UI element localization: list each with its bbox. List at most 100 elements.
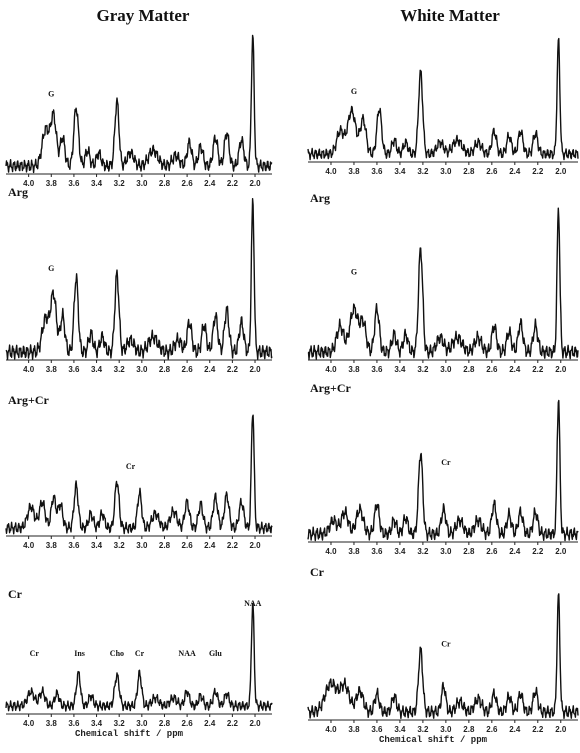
- x-tick-label: 3.2: [417, 365, 429, 374]
- panels: 4.0 3.8 3.6 3.4 3.2 3.0 2.8 2.6 2.4 2.2 2.0 G 4.0 3.8…: [5, 34, 579, 745]
- x-tick-label: 2.6: [182, 365, 194, 374]
- x-tick-label: 3.2: [114, 541, 126, 550]
- x-tick-label: 3.4: [91, 719, 103, 728]
- x-tick-label: 2.0: [249, 179, 261, 188]
- x-tick-label: 2.0: [555, 365, 567, 374]
- x-tick-label: 2.8: [159, 541, 171, 550]
- peak-label: Cr: [441, 458, 451, 467]
- x-tick-label: 3.8: [46, 179, 58, 188]
- x-tick-label: 2.2: [532, 167, 544, 176]
- x-tick-label: 2.0: [555, 167, 567, 176]
- x-tick-label: 3.4: [394, 365, 406, 374]
- x-tick-label: 2.2: [227, 719, 239, 728]
- white-3-panel: 4.0 3.8 3.6 3.4 3.2 3.0 2.8 2.6 2.4 2.2 2.0 Arg+Cr C…: [307, 381, 579, 556]
- x-tick-label: 3.4: [91, 365, 103, 374]
- row-label: Arg+Cr: [310, 381, 351, 395]
- x-tick-label: 3.6: [371, 547, 383, 556]
- x-tick-label: 3.0: [440, 365, 452, 374]
- x-tick-label: 2.8: [159, 719, 171, 728]
- x-tick-label: 3.8: [348, 547, 360, 556]
- x-axis-title: Chemical shift / ppm: [75, 729, 184, 739]
- spectrum-trace: [5, 602, 273, 712]
- x-tick-label: 2.4: [204, 541, 216, 550]
- gray-1-panel: 4.0 3.8 3.6 3.4 3.2 3.0 2.8 2.6 2.4 2.2 2.0 G: [5, 34, 273, 188]
- x-tick-label: 3.4: [91, 541, 103, 550]
- gray-4-panel: 4.0 3.8 3.6 3.4 3.2 3.0 2.8 2.6 2.4 2.2 2.0 Cr Chemi…: [5, 587, 273, 739]
- x-tick-label: 2.6: [182, 541, 194, 550]
- x-tick-label: 3.2: [114, 719, 126, 728]
- x-tick-label: 2.4: [509, 365, 521, 374]
- x-tick-label: 3.0: [136, 179, 148, 188]
- x-tick-label: 3.4: [394, 547, 406, 556]
- x-tick-label: 3.6: [371, 725, 383, 734]
- column-title-gray: Gray Matter: [97, 6, 190, 25]
- x-tick-label: 4.0: [325, 365, 337, 374]
- spectrum-trace: [307, 593, 579, 719]
- peak-label: Cr: [30, 649, 40, 658]
- white-2-panel: 4.0 3.8 3.6 3.4 3.2 3.0 2.8 2.6 2.4 2.2 2.0 Arg G: [307, 191, 579, 374]
- x-tick-label: 3.0: [440, 725, 452, 734]
- peak-label: G: [351, 87, 357, 96]
- spectrum-trace: [5, 198, 273, 361]
- x-tick-label: 3.0: [440, 547, 452, 556]
- x-tick-label: 3.0: [440, 167, 452, 176]
- spectrum-trace: [307, 207, 579, 360]
- x-tick-label: 3.8: [46, 365, 58, 374]
- x-tick-label: 3.6: [371, 365, 383, 374]
- x-tick-label: 3.6: [68, 365, 80, 374]
- row-label: Arg: [8, 185, 28, 199]
- peak-label: NAA: [178, 649, 196, 658]
- column-title-white: White Matter: [400, 6, 500, 25]
- x-tick-label: 2.2: [227, 365, 239, 374]
- x-tick-label: 2.4: [204, 179, 216, 188]
- x-tick-label: 3.2: [417, 547, 429, 556]
- x-tick-label: 2.8: [463, 725, 475, 734]
- peak-label: Cr: [441, 640, 451, 649]
- x-tick-label: 2.8: [159, 179, 171, 188]
- x-tick-label: 2.0: [249, 541, 261, 550]
- x-tick-label: 4.0: [23, 541, 35, 550]
- x-tick-label: 3.8: [348, 725, 360, 734]
- peak-label: G: [48, 264, 54, 273]
- x-tick-label: 2.8: [463, 365, 475, 374]
- x-tick-label: 4.0: [23, 365, 35, 374]
- x-tick-label: 2.6: [182, 719, 194, 728]
- x-tick-label: 2.2: [532, 365, 544, 374]
- gray-2-panel: 4.0 3.8 3.6 3.4 3.2 3.0 2.8 2.6 2.4 2.2 2.0 Arg G: [5, 185, 273, 374]
- spectrum-trace: [5, 414, 273, 535]
- peak-label: NAA: [244, 599, 262, 608]
- peak-label: G: [351, 267, 357, 276]
- x-tick-label: 2.2: [227, 541, 239, 550]
- x-tick-label: 2.2: [532, 725, 544, 734]
- x-tick-label: 4.0: [23, 719, 35, 728]
- x-tick-label: 2.0: [249, 365, 261, 374]
- row-label: Cr: [310, 565, 325, 579]
- x-tick-label: 3.4: [91, 179, 103, 188]
- x-tick-label: 3.6: [68, 179, 80, 188]
- x-axis-title: Chemical shift / ppm: [379, 735, 488, 745]
- peak-label: Cho: [110, 649, 124, 658]
- x-tick-label: 3.2: [417, 167, 429, 176]
- peak-label: Ins: [74, 649, 85, 658]
- x-tick-label: 3.2: [417, 725, 429, 734]
- x-tick-label: 3.8: [46, 719, 58, 728]
- x-tick-label: 3.8: [348, 365, 360, 374]
- x-tick-label: 2.6: [486, 167, 498, 176]
- x-tick-label: 2.2: [532, 547, 544, 556]
- peak-label: Cr: [135, 649, 145, 658]
- spectrum-trace: [5, 34, 273, 174]
- x-tick-label: 3.6: [68, 719, 80, 728]
- x-tick-label: 2.4: [204, 365, 216, 374]
- spectrum-trace: [307, 37, 579, 161]
- x-tick-label: 3.0: [136, 719, 148, 728]
- x-tick-label: 3.6: [371, 167, 383, 176]
- x-tick-label: 2.8: [463, 547, 475, 556]
- x-tick-label: 3.6: [68, 541, 80, 550]
- peak-label: G: [48, 90, 54, 99]
- x-tick-label: 4.0: [325, 547, 337, 556]
- x-tick-label: 2.4: [509, 725, 521, 734]
- x-tick-label: 2.6: [182, 179, 194, 188]
- x-tick-label: 2.8: [159, 365, 171, 374]
- x-tick-label: 2.4: [204, 719, 216, 728]
